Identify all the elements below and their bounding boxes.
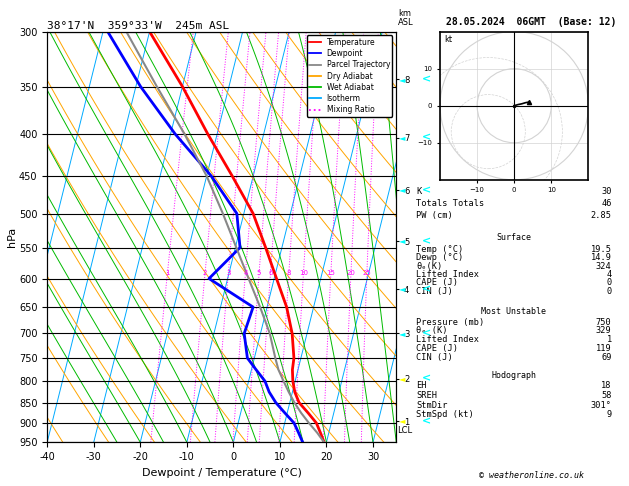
Text: 1: 1 — [165, 270, 170, 276]
Text: 4: 4 — [606, 270, 611, 279]
Text: Surface: Surface — [496, 233, 532, 243]
Text: 19.5: 19.5 — [591, 245, 611, 254]
Text: LCL: LCL — [397, 426, 412, 434]
Text: 2.85: 2.85 — [591, 211, 611, 221]
Text: kt: kt — [444, 35, 452, 44]
Text: 8: 8 — [287, 270, 291, 276]
Text: 0: 0 — [606, 278, 611, 287]
Text: 6: 6 — [268, 270, 273, 276]
Text: <: < — [422, 284, 431, 294]
Text: 10: 10 — [299, 270, 308, 276]
Text: CIN (J): CIN (J) — [416, 353, 453, 362]
Text: ◄: ◄ — [399, 186, 406, 194]
Text: CIN (J): CIN (J) — [416, 287, 453, 296]
Text: ◄: ◄ — [399, 374, 406, 383]
Text: ◄: ◄ — [399, 75, 406, 84]
Text: EH: EH — [416, 382, 426, 390]
Text: 3: 3 — [226, 270, 231, 276]
Text: 14.9: 14.9 — [591, 253, 611, 262]
Text: 301°: 301° — [591, 400, 611, 410]
Text: SREH: SREH — [416, 391, 437, 400]
Text: 18: 18 — [601, 382, 611, 390]
Text: <: < — [422, 133, 431, 142]
Text: <: < — [422, 416, 431, 426]
Text: ◄: ◄ — [399, 237, 406, 245]
Text: <: < — [422, 236, 431, 246]
Text: 4: 4 — [243, 270, 248, 276]
Text: 20: 20 — [347, 270, 355, 276]
Text: Lifted Index: Lifted Index — [416, 270, 479, 279]
Text: 38°17'N  359°33'W  245m ASL: 38°17'N 359°33'W 245m ASL — [47, 21, 230, 31]
Text: 28.05.2024  06GMT  (Base: 12): 28.05.2024 06GMT (Base: 12) — [447, 17, 616, 27]
Text: CAPE (J): CAPE (J) — [416, 278, 458, 287]
Text: Hodograph: Hodograph — [491, 371, 537, 380]
Text: 329: 329 — [596, 327, 611, 335]
Text: 58: 58 — [601, 391, 611, 400]
Text: ◄: ◄ — [399, 329, 406, 338]
Text: 25: 25 — [362, 270, 371, 276]
Text: ◄: ◄ — [399, 417, 406, 426]
Text: Most Unstable: Most Unstable — [481, 307, 547, 316]
Text: 119: 119 — [596, 344, 611, 353]
Text: 30: 30 — [601, 187, 611, 196]
Text: <: < — [422, 185, 431, 195]
Text: θₑ(K): θₑ(K) — [416, 261, 442, 271]
Text: Pressure (mb): Pressure (mb) — [416, 317, 484, 327]
Text: ◄: ◄ — [399, 133, 406, 142]
Text: Totals Totals: Totals Totals — [416, 199, 484, 208]
Text: 15: 15 — [326, 270, 335, 276]
Text: Dewp (°C): Dewp (°C) — [416, 253, 464, 262]
Text: <: < — [422, 329, 431, 338]
Text: PW (cm): PW (cm) — [416, 211, 453, 221]
X-axis label: Dewpoint / Temperature (°C): Dewpoint / Temperature (°C) — [142, 468, 302, 478]
Text: 5: 5 — [257, 270, 261, 276]
Text: Temp (°C): Temp (°C) — [416, 245, 464, 254]
Text: Lifted Index: Lifted Index — [416, 335, 479, 344]
Text: 750: 750 — [596, 317, 611, 327]
Text: 9: 9 — [606, 410, 611, 419]
Text: 46: 46 — [601, 199, 611, 208]
Text: 324: 324 — [596, 261, 611, 271]
Text: © weatheronline.co.uk: © weatheronline.co.uk — [479, 471, 584, 480]
Text: 1: 1 — [606, 335, 611, 344]
Text: <: < — [422, 374, 431, 384]
Legend: Temperature, Dewpoint, Parcel Trajectory, Dry Adiabat, Wet Adiabat, Isotherm, Mi: Temperature, Dewpoint, Parcel Trajectory… — [307, 35, 392, 117]
Text: 0: 0 — [606, 287, 611, 296]
Text: CAPE (J): CAPE (J) — [416, 344, 458, 353]
Text: K: K — [416, 187, 421, 196]
Text: StmSpd (kt): StmSpd (kt) — [416, 410, 474, 419]
Text: θₑ (K): θₑ (K) — [416, 327, 448, 335]
Text: 2: 2 — [203, 270, 208, 276]
Text: ◄: ◄ — [399, 285, 406, 294]
Text: km
ASL: km ASL — [398, 9, 414, 27]
Text: <: < — [422, 74, 431, 84]
Text: StmDir: StmDir — [416, 400, 448, 410]
Y-axis label: hPa: hPa — [8, 227, 18, 247]
Text: 69: 69 — [601, 353, 611, 362]
